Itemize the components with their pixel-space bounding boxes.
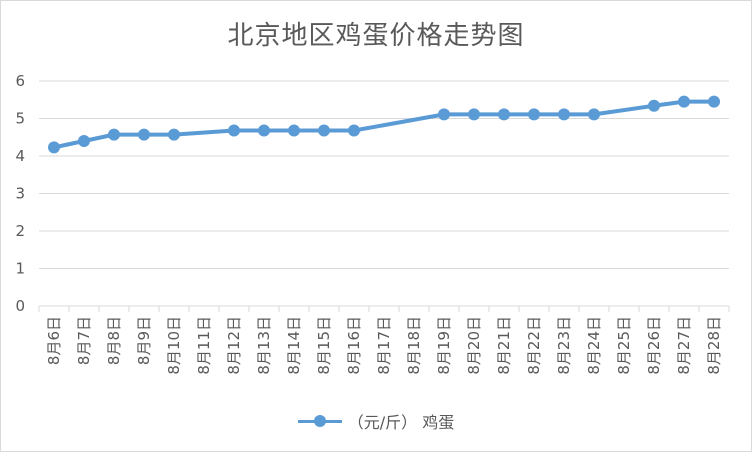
x-tick-label: 8月8日: [105, 316, 123, 365]
x-tick-label: 8月18日: [405, 316, 423, 375]
data-point: [258, 124, 270, 137]
data-point: [648, 99, 660, 112]
data-point: [528, 108, 540, 121]
data-point: [468, 108, 480, 121]
x-tick-label: 8月6日: [45, 316, 63, 365]
data-point: [708, 95, 720, 108]
x-tick-label: 8月10日: [165, 316, 183, 375]
y-tick-label: 1: [15, 260, 25, 278]
data-point: [318, 124, 330, 137]
data-point: [348, 124, 360, 137]
legend-swatch: [297, 414, 342, 428]
x-tick-label: 8月23日: [555, 316, 573, 375]
x-tick-label: 8月26日: [645, 316, 663, 375]
x-axis-ticks: 8月6日 8月7日 8月8日 8月9日 8月10日 8月11日 8月12日 8月13日 8月14…: [45, 316, 723, 375]
gridlines: [38, 80, 730, 312]
x-tick-label: 8月19日: [435, 316, 453, 375]
data-point: [678, 95, 690, 108]
x-tick-label: 8月20日: [465, 316, 483, 375]
x-tick-label: 8月12日: [225, 316, 243, 375]
x-tick-label: 8月24日: [585, 316, 603, 375]
legend-label: （元/斤） 鸡蛋: [347, 413, 455, 432]
y-axis-ticks: 0 1 2 3 4 5 6: [15, 72, 25, 315]
x-tick-label: 8月16日: [345, 316, 363, 375]
x-tick-label: 8月21日: [495, 316, 513, 375]
chart-title: 北京地区鸡蛋价格走势图: [227, 21, 525, 51]
y-tick-label: 5: [15, 110, 25, 128]
data-point: [138, 128, 150, 141]
y-tick-label: 4: [15, 147, 25, 165]
series-layer: [48, 95, 720, 154]
x-tick-label: 8月28日: [705, 316, 723, 375]
data-point: [48, 141, 60, 154]
x-tick-label: 8月25日: [615, 316, 633, 375]
x-tick-label: 8月14日: [285, 316, 303, 375]
x-tick-label: 8月27日: [675, 316, 693, 375]
x-tick-label: 8月7日: [75, 316, 93, 365]
x-tick-label: 8月13日: [255, 316, 273, 375]
data-point: [288, 124, 300, 137]
y-tick-label: 6: [15, 72, 25, 90]
series-line: [52, 99, 716, 150]
y-tick-label: 0: [15, 297, 25, 315]
x-tick-label: 8月11日: [195, 316, 213, 375]
x-tick-label: 8月22日: [525, 316, 543, 375]
data-point: [558, 108, 570, 121]
x-tick-label: 8月9日: [135, 316, 153, 365]
y-tick-label: 2: [15, 222, 25, 240]
data-point: [498, 108, 510, 121]
x-tick-label: 8月15日: [315, 316, 333, 375]
data-point: [438, 108, 450, 121]
x-tick-label: 8月17日: [375, 316, 393, 375]
data-point: [168, 128, 180, 141]
data-point: [588, 108, 600, 121]
data-point: [228, 124, 240, 137]
y-tick-label: 3: [15, 185, 25, 203]
data-point: [108, 128, 120, 141]
legend: （元/斤） 鸡蛋: [1, 409, 751, 433]
data-point: [78, 135, 90, 147]
